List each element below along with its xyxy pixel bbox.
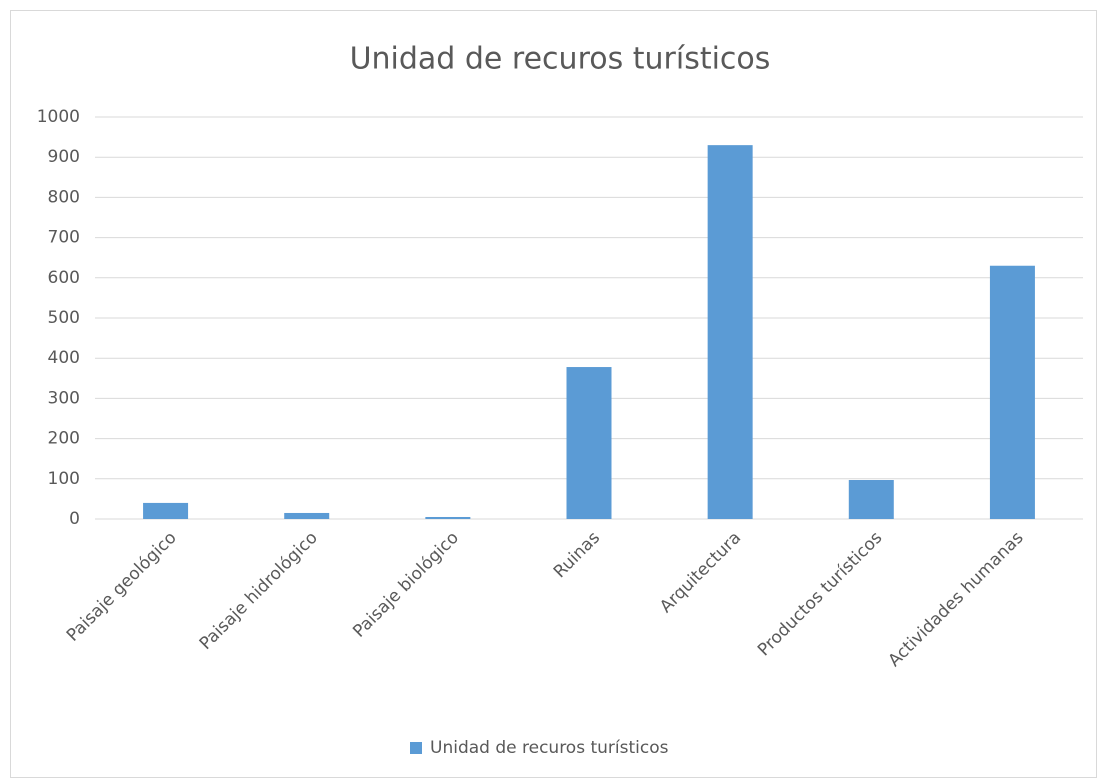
bar xyxy=(425,516,471,519)
y-tick-label: 900 xyxy=(48,147,80,167)
y-tick-label: 200 xyxy=(48,429,80,449)
y-tick-label: 700 xyxy=(48,228,80,248)
y-tick-label: 800 xyxy=(48,187,80,207)
y-tick-label: 300 xyxy=(48,388,80,408)
bar xyxy=(566,367,612,519)
bar xyxy=(848,480,894,519)
y-tick-label: 1000 xyxy=(37,107,80,127)
bar xyxy=(989,265,1035,519)
legend-swatch xyxy=(410,742,422,754)
chart-frame xyxy=(10,10,1097,778)
bar xyxy=(143,502,189,519)
bar xyxy=(707,145,753,519)
y-tick-label: 0 xyxy=(69,509,80,529)
y-tick-label: 400 xyxy=(48,348,80,368)
legend-label: Unidad de recuros turísticos xyxy=(430,738,669,758)
y-tick-label: 500 xyxy=(48,308,80,328)
y-tick-label: 100 xyxy=(48,469,80,489)
bar xyxy=(284,512,330,519)
chart-title: Unidad de recuros turísticos xyxy=(350,42,771,77)
y-tick-label: 600 xyxy=(48,268,80,288)
